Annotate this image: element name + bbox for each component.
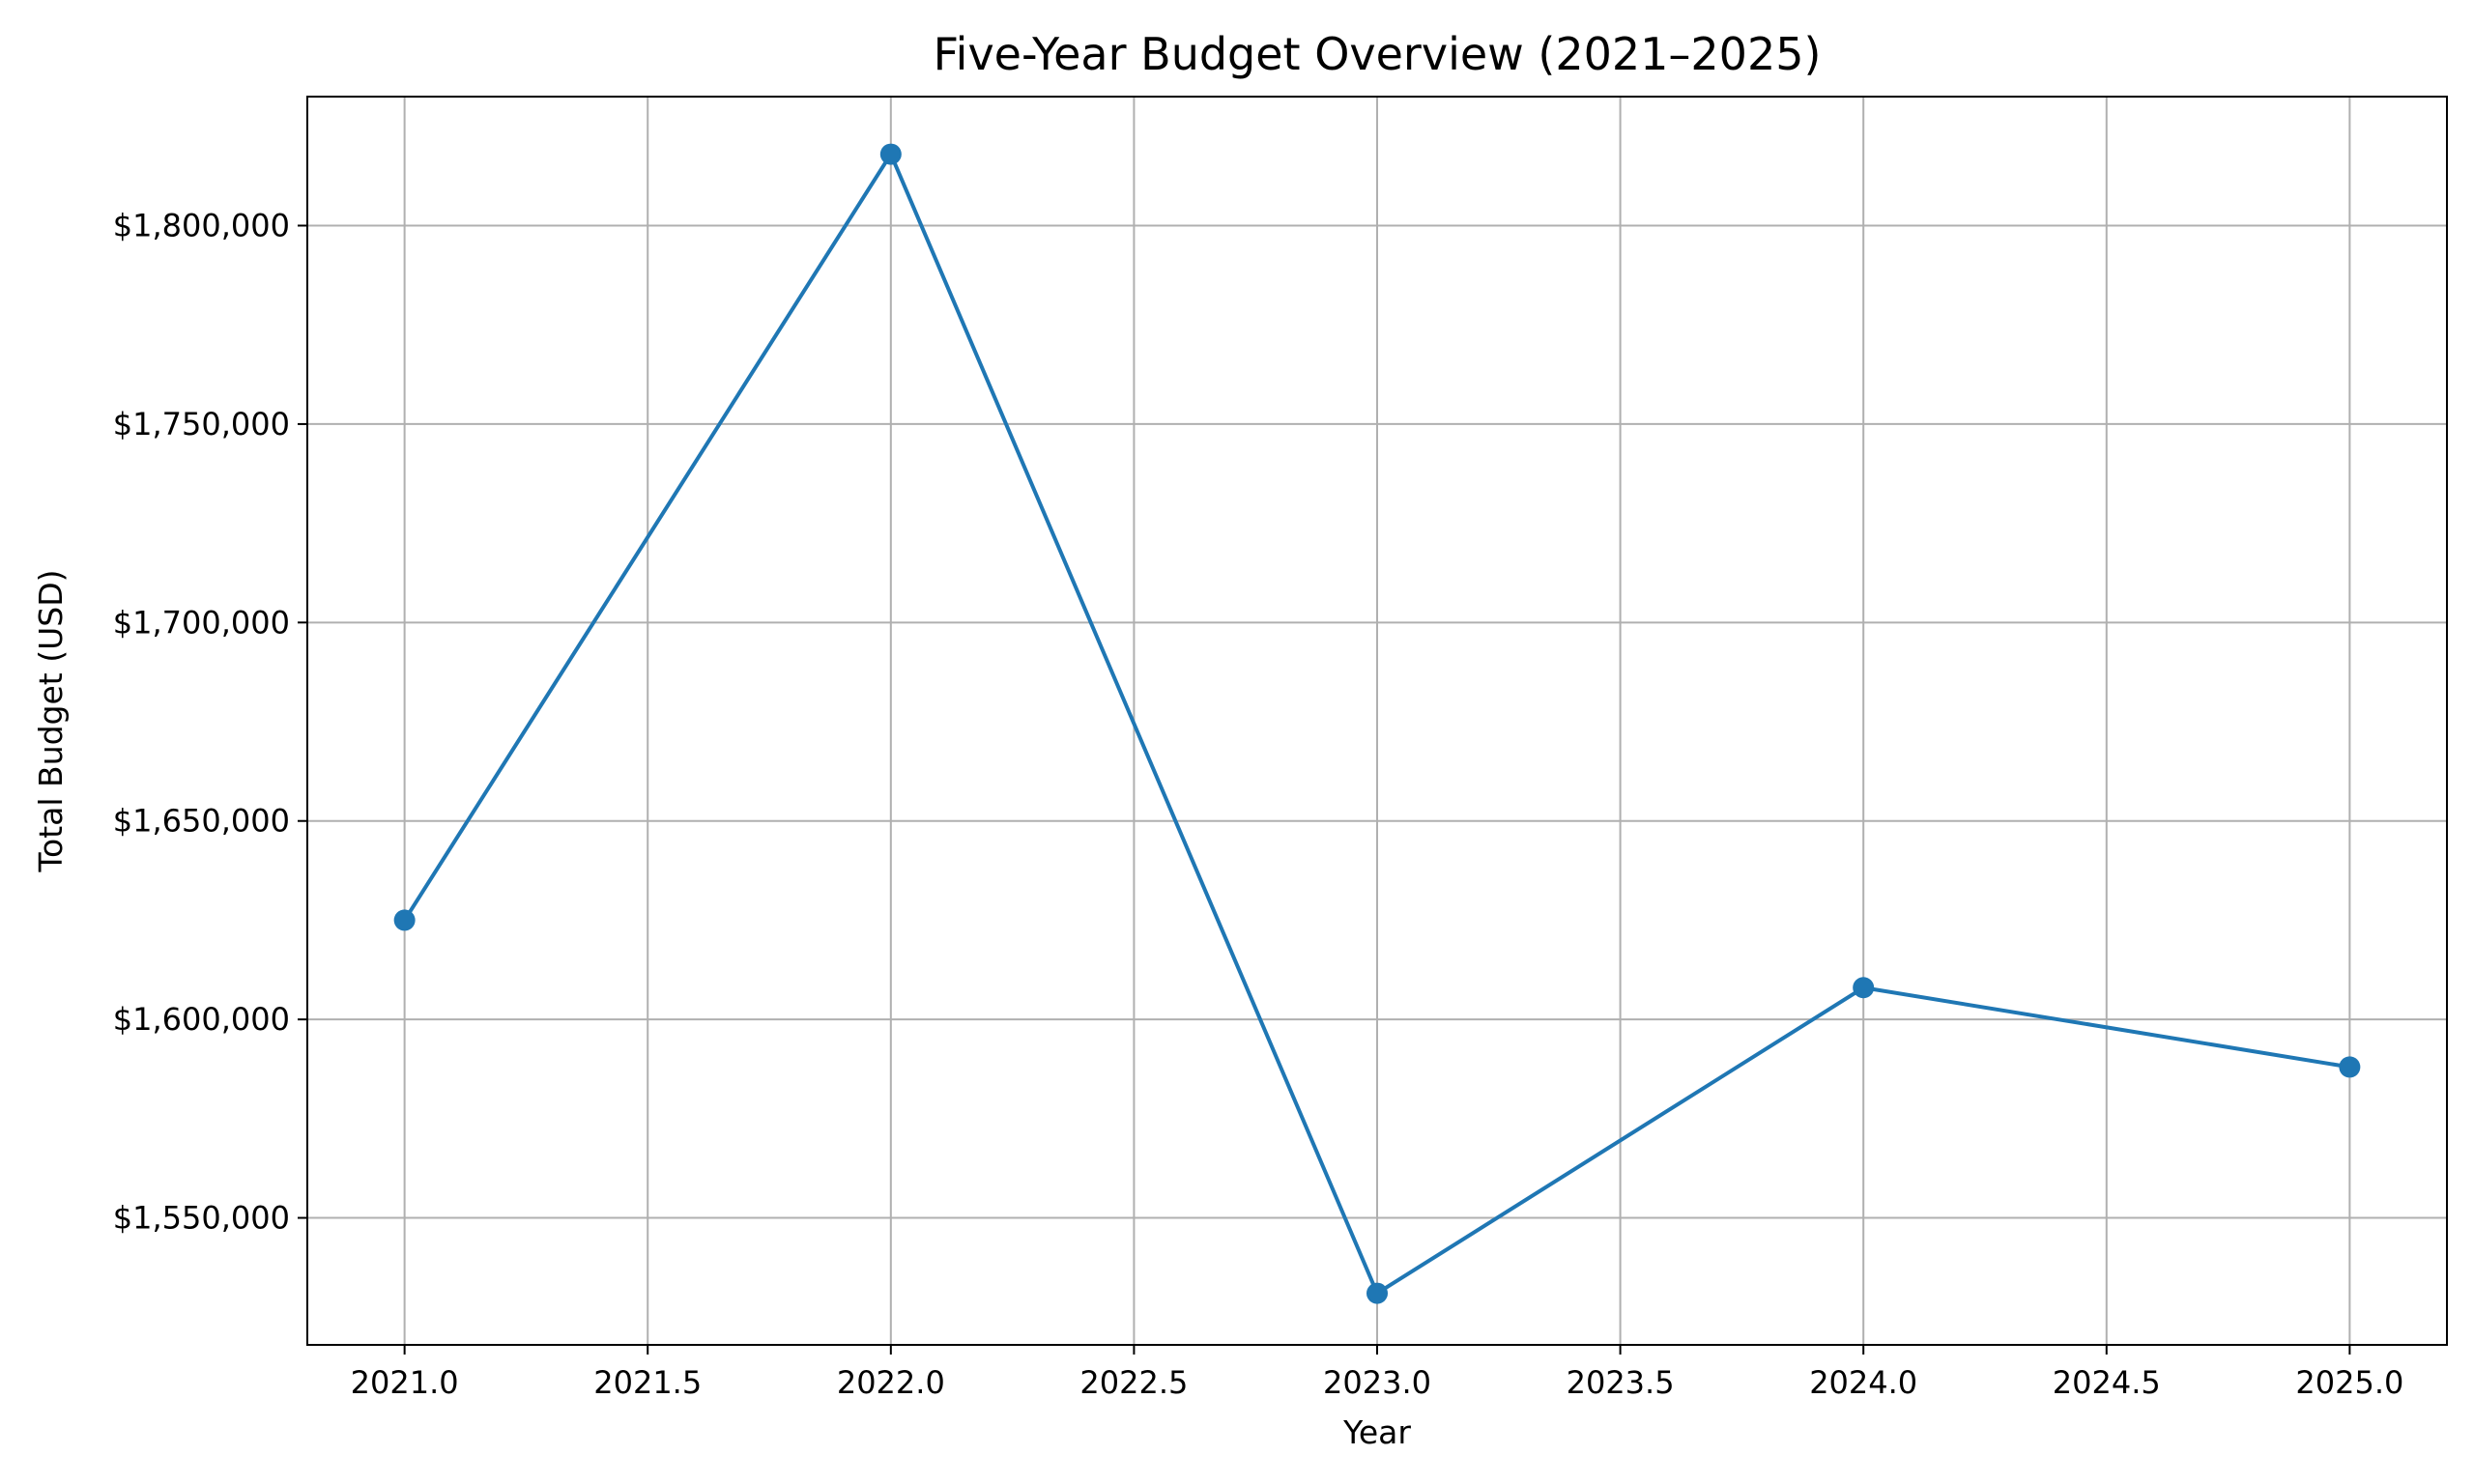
y-axis-ticks: $1,550,000 $1,600,000 $1,650,000 $1,700,000… — [113, 208, 307, 1237]
x-tick-label: 2021.0 — [351, 1364, 459, 1401]
y-tick-label: $1,800,000 — [113, 208, 290, 244]
y-tick-label: $1,700,000 — [113, 604, 290, 641]
x-tick-label: 2023.5 — [1567, 1364, 1675, 1401]
data-point — [1853, 977, 1875, 999]
x-axis-ticks: 2021.0 2021.5 2022.0 2022.5 2023.0 2023.5 2024… — [351, 1345, 2403, 1401]
x-tick-label: 2024.5 — [2053, 1364, 2161, 1401]
y-tick-label: $1,550,000 — [113, 1200, 290, 1237]
x-tick-label: 2022.5 — [1079, 1364, 1188, 1401]
y-tick-label: $1,600,000 — [113, 1001, 290, 1038]
x-tick-label: 2022.0 — [837, 1364, 945, 1401]
data-point — [2339, 1056, 2361, 1078]
y-axis-label: Total Budget (USD) — [32, 569, 70, 872]
series — [393, 143, 2361, 1304]
data-point — [1366, 1282, 1388, 1304]
x-axis-label: Year — [1342, 1413, 1411, 1451]
chart-title: Five-Year Budget Overview (2021–2025) — [934, 28, 1822, 80]
x-tick-label: 2021.5 — [593, 1364, 702, 1401]
y-tick-label: $1,650,000 — [113, 803, 290, 840]
x-tick-label: 2025.0 — [2295, 1364, 2403, 1401]
grid — [307, 97, 2447, 1345]
data-point — [393, 909, 416, 931]
x-tick-label: 2023.0 — [1323, 1364, 1431, 1401]
data-point — [879, 143, 902, 165]
x-tick-label: 2024.0 — [1809, 1364, 1917, 1401]
y-tick-label: $1,750,000 — [113, 406, 290, 442]
